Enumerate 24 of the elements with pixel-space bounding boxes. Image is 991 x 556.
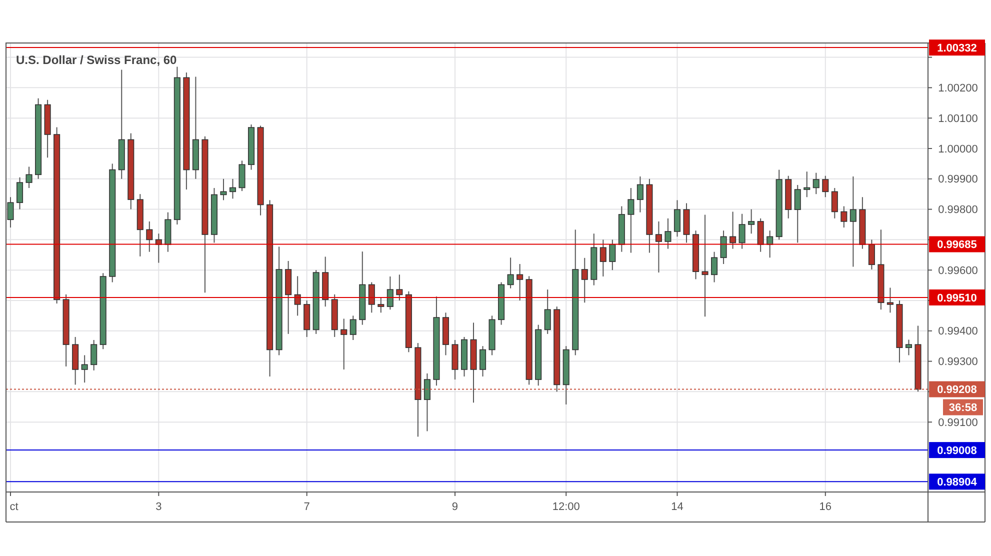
ref-line-label: 0.99510 <box>937 292 977 304</box>
ref-line-label: 1.00332 <box>937 42 977 54</box>
x-tick-label: 7 <box>304 501 310 513</box>
x-tick-label: 14 <box>671 501 684 513</box>
y-tick-label: 1.00000 <box>938 143 978 156</box>
y-tick-label: 0.99800 <box>938 204 978 216</box>
x-tick-label: ct <box>10 501 18 513</box>
text: 36:58 <box>948 402 978 414</box>
ref-line-label: 0.99685 <box>937 239 977 252</box>
text: U.S. Dollar / Swiss Franc, 60 <box>16 53 178 67</box>
y-tick-label: 0.99900 <box>938 174 978 186</box>
y-tick-label: 0.99600 <box>938 264 978 277</box>
y-tick-label: 0.99300 <box>938 356 978 368</box>
ref-line-label: 0.99008 <box>937 444 977 457</box>
y-tick-label: 0.99400 <box>938 326 978 338</box>
x-tick-label: 9 <box>452 501 458 513</box>
x-tick-label: 3 <box>156 501 162 513</box>
x-tick-label: 12:00 <box>552 501 580 513</box>
ref-line-label: 0.99208 <box>937 384 977 396</box>
x-tick-label: 16 <box>819 501 832 513</box>
y-tick-label: 0.99100 <box>938 416 978 429</box>
y-tick-label: 1.00100 <box>938 112 978 125</box>
ref-line-label: 0.98904 <box>937 476 978 489</box>
y-tick-label: 1.00200 <box>938 82 978 95</box>
